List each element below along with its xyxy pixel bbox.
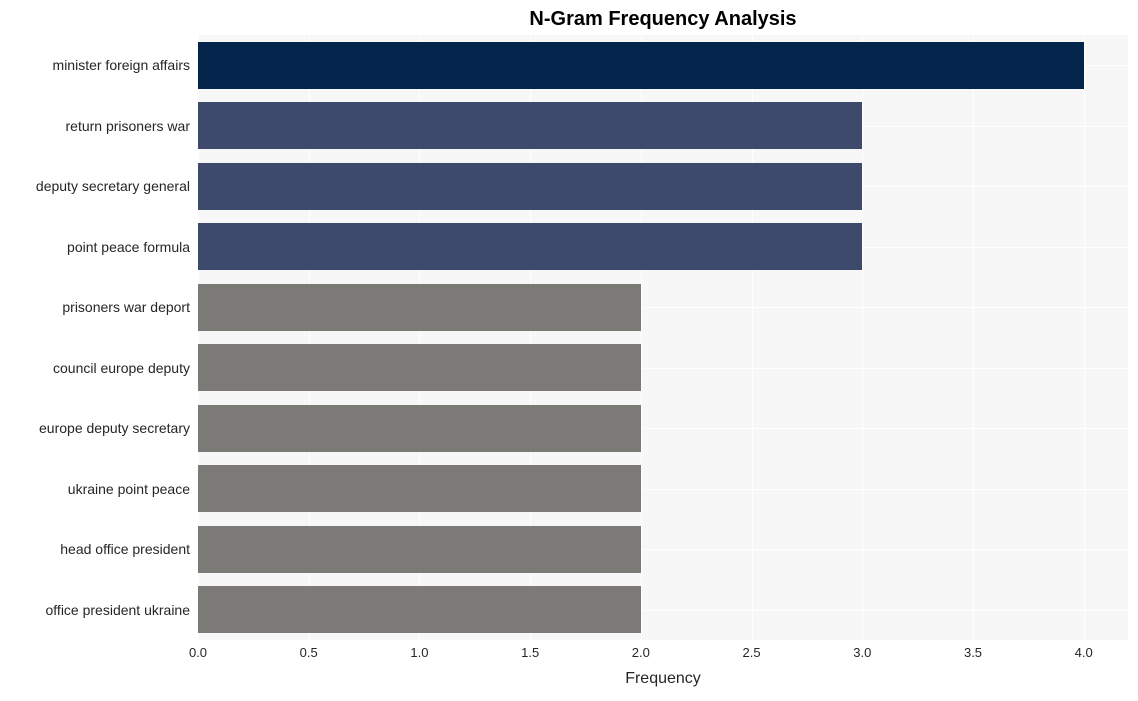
bar [198, 465, 641, 512]
x-tick-label: 3.5 [964, 645, 982, 660]
y-tick-label: europe deputy secretary [39, 420, 190, 436]
x-tick-label: 0.5 [300, 645, 318, 660]
bar [198, 344, 641, 391]
bar [198, 405, 641, 452]
y-tick-label: council europe deputy [53, 360, 190, 376]
chart-container: N-Gram Frequency Analysis Frequency 0.0 0… [0, 0, 1138, 701]
chart-title: N-Gram Frequency Analysis [198, 8, 1128, 31]
bar [198, 223, 862, 270]
x-tick-label: 0.0 [189, 645, 207, 660]
bar [198, 42, 1084, 89]
bar [198, 526, 641, 573]
x-tick-label: 2.0 [632, 645, 650, 660]
bar [198, 284, 641, 331]
y-tick-label: point peace formula [67, 239, 190, 255]
y-tick-label: head office president [60, 541, 190, 557]
y-tick-label: ukraine point peace [68, 481, 190, 497]
bar [198, 586, 641, 633]
x-tick-label: 4.0 [1075, 645, 1093, 660]
bar [198, 163, 862, 210]
x-tick-label: 2.5 [743, 645, 761, 660]
plot-area [198, 35, 1128, 640]
y-tick-label: minister foreign affairs [53, 57, 190, 73]
x-tick-label: 1.5 [521, 645, 539, 660]
y-tick-label: office president ukraine [46, 602, 191, 618]
x-tick-label: 3.0 [853, 645, 871, 660]
y-tick-label: deputy secretary general [36, 178, 190, 194]
y-tick-label: prisoners war deport [62, 299, 190, 315]
y-tick-label: return prisoners war [66, 118, 191, 134]
x-tick-label: 1.0 [410, 645, 428, 660]
bar [198, 102, 862, 149]
x-axis-label: Frequency [198, 670, 1128, 688]
